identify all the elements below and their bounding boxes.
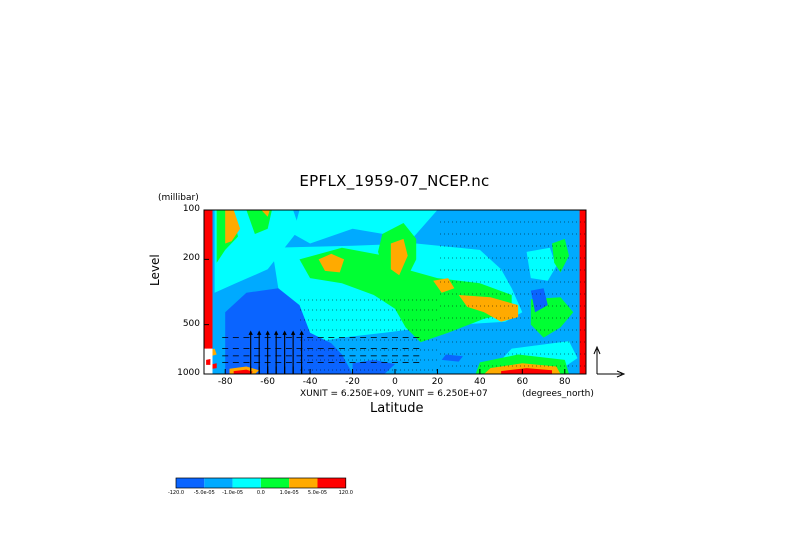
contour-region-10: [318, 253, 345, 273]
y-axis-units: (millibar): [158, 193, 199, 203]
contour-region-6: [261, 210, 270, 217]
colorbar-tick-label: 0.0: [256, 490, 265, 496]
y-tick-label: 100: [182, 204, 200, 214]
chart-title: EPFLX_1959-07_NCEP.nc: [299, 172, 490, 190]
colorbar-tick-label: -1.0e-05: [222, 490, 244, 496]
x-axis-units: (degrees_north): [522, 389, 594, 399]
x-tick-label: 0: [392, 377, 398, 387]
axis-ticks: [204, 209, 566, 375]
dotted-grid: [300, 221, 586, 371]
contour-region-16: [552, 238, 569, 273]
colorbar-swatch: [232, 478, 261, 488]
contour-region-23: [352, 359, 395, 374]
y-axis-label: Level: [148, 254, 162, 286]
colorbar-tick-label: -120.0: [167, 490, 185, 496]
contour-region-13: [458, 295, 519, 322]
y-tick-label: 200: [182, 253, 200, 264]
flux-vectors: [222, 330, 420, 374]
colorbar-swatch: [289, 478, 318, 488]
y-tick-label: 500: [182, 318, 200, 329]
colorbar-frame: [175, 477, 347, 489]
colorbar: [175, 477, 347, 489]
colorbar-tick-label: 1.0e-05: [279, 490, 299, 496]
contour-region-12: [390, 238, 408, 276]
colorbar-tick-label: 5.0e-05: [307, 490, 328, 496]
colorbar-swatch: [204, 478, 233, 488]
vector-reference-arrows: [593, 345, 626, 378]
contour-region-0: [204, 210, 213, 374]
x-tick-label: -20: [345, 377, 360, 387]
contour-region-4: [225, 210, 241, 244]
contour-region-22: [225, 288, 353, 374]
colorbar-swatch: [317, 478, 346, 488]
contour-region-24: [530, 288, 548, 313]
colorbar-swatch: [260, 478, 290, 488]
contour-region-31: [206, 341, 211, 349]
contour-region-15: [526, 247, 557, 281]
vector-scale-note: XUNIT = 6.250E+09, YUNIT = 6.250E+07: [300, 389, 488, 399]
contour-region-27: [233, 369, 253, 374]
x-axis-label: Latitude: [370, 401, 424, 416]
contour-region-25: [441, 354, 463, 362]
shaded-field: [204, 210, 586, 374]
x-tick-label: 40: [474, 377, 486, 387]
contour-region-9: [299, 247, 512, 343]
contour-region-21: [501, 368, 552, 374]
colorbar-tick-label: -5.0e-05: [193, 490, 215, 496]
contour-region-5: [246, 210, 272, 234]
contour-region-14: [433, 278, 455, 293]
x-tick-label: -80: [217, 377, 233, 387]
x-tick-label: 80: [559, 377, 571, 387]
x-tick-label: 20: [431, 377, 444, 387]
contour-region-32: [206, 359, 211, 365]
contour-region-29: [212, 363, 217, 369]
contour-region-1: [579, 210, 586, 374]
x-tick-label: -60: [260, 377, 275, 387]
x-tick-label: -40: [302, 377, 318, 387]
colorbar-tick-label: 120.0: [338, 490, 353, 496]
x-tick-label: 60: [516, 377, 529, 387]
y-tick-label: 1000: [177, 368, 200, 378]
colorbar-swatch: [176, 478, 205, 488]
